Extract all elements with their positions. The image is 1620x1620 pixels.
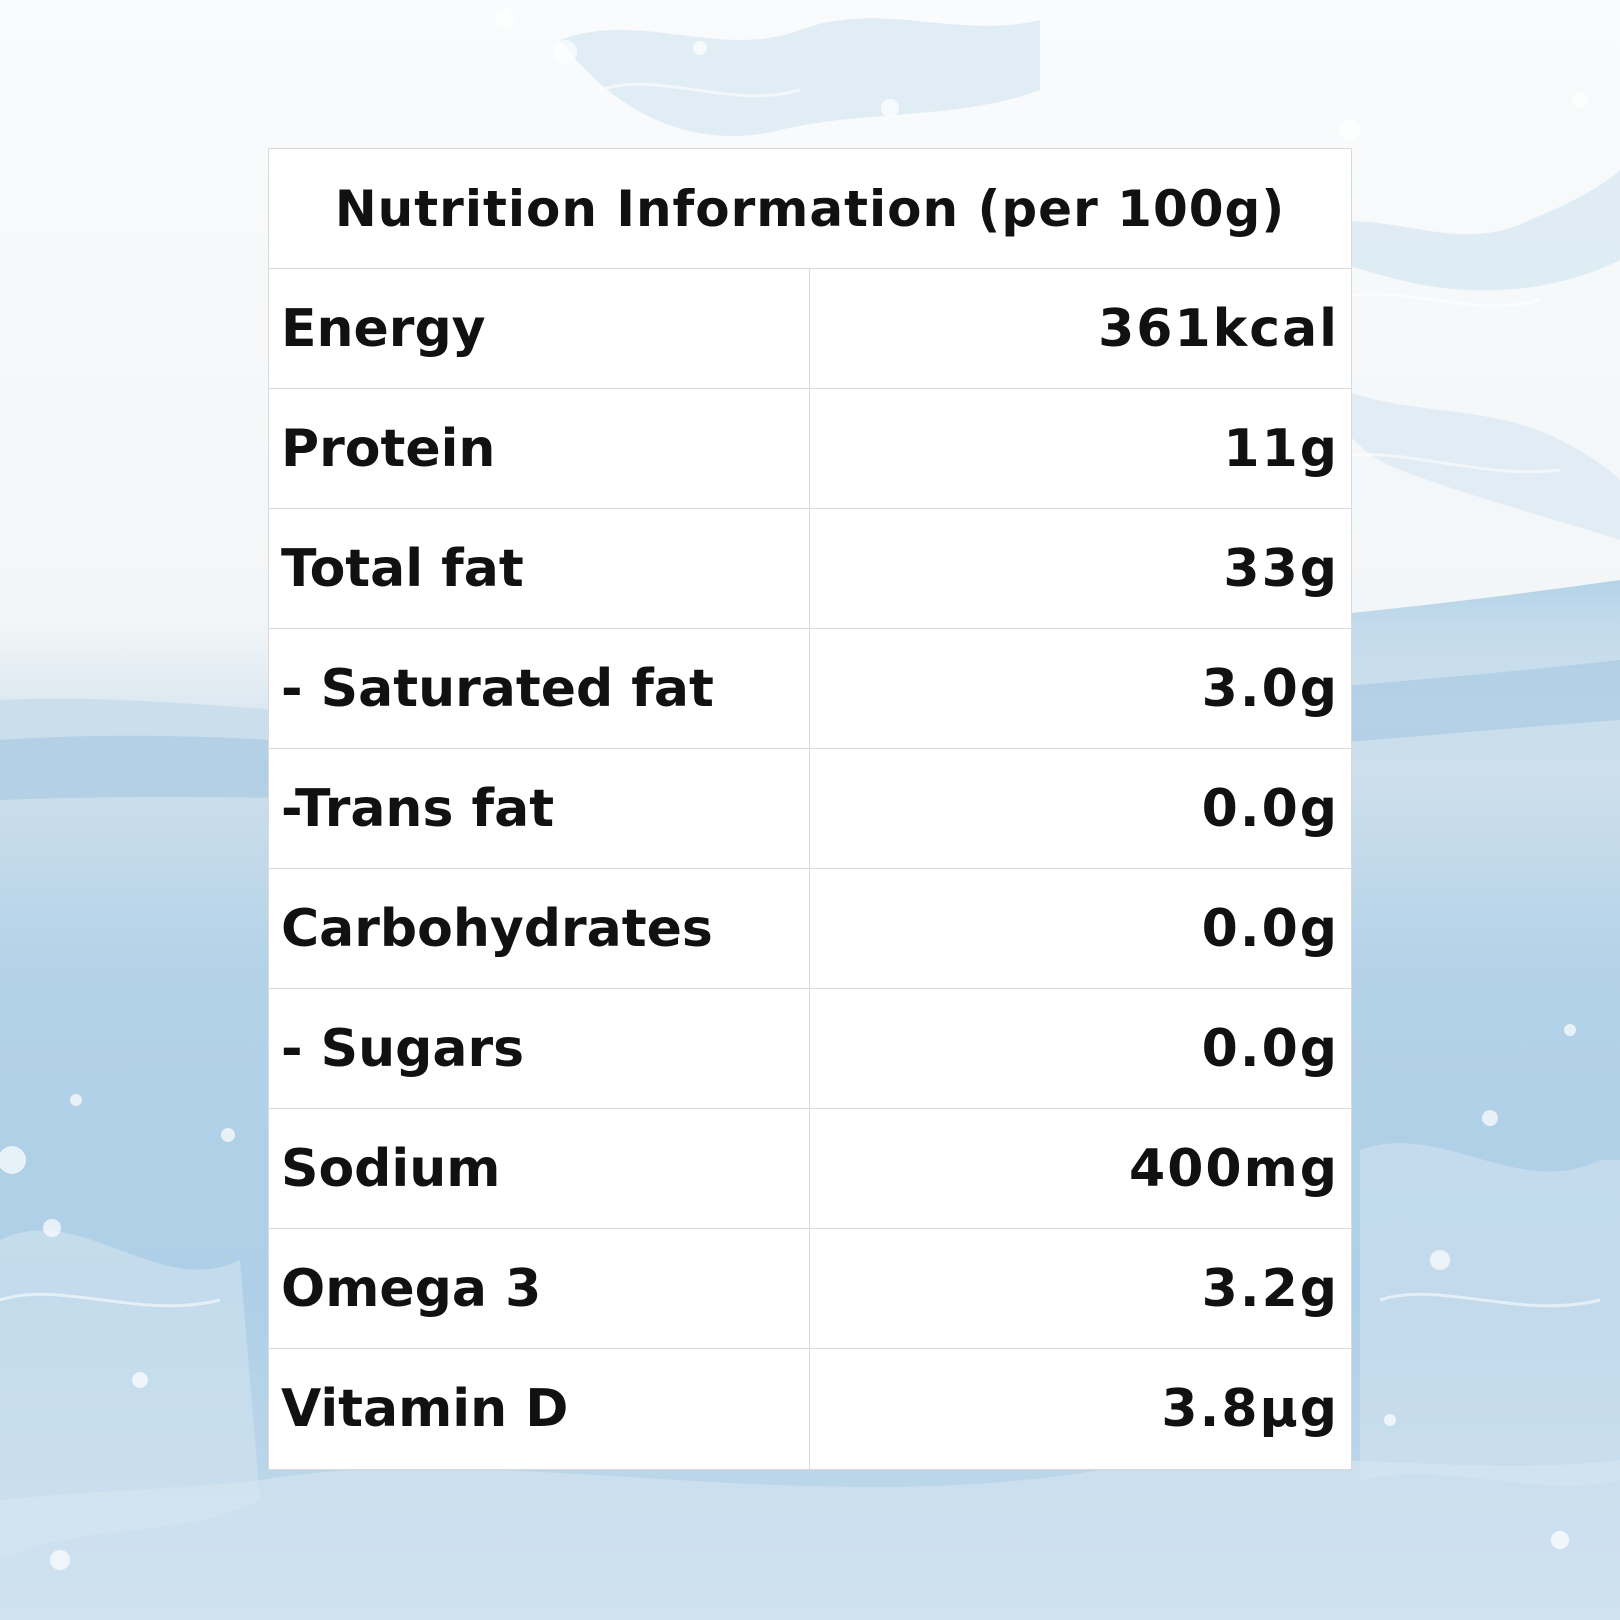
nutrient-name: -Trans fat — [269, 749, 810, 868]
table-title: Nutrition Information (per 100g) — [334, 179, 1286, 238]
table-row-vitamin-d: Vitamin D 3.8µg — [269, 1349, 1351, 1469]
table-row-sugars: - Sugars 0.0g — [269, 989, 1351, 1109]
nutrition-table: Nutrition Information (per 100g) Energy … — [268, 148, 1352, 1470]
nutrient-name: Total fat — [269, 509, 810, 628]
nutrient-value: 400mg — [1129, 1138, 1339, 1199]
nutrient-value: 11g — [1223, 418, 1339, 479]
nutrient-name: Protein — [269, 389, 810, 508]
nutrient-name: Omega 3 — [269, 1229, 810, 1348]
nutrient-value: 0.0g — [1201, 778, 1339, 839]
nutrient-name: Carbohydrates — [269, 869, 810, 988]
table-row-protein: Protein 11g — [269, 389, 1351, 509]
nutrient-name: - Saturated fat — [269, 629, 810, 748]
nutrient-value: 361kcal — [1098, 298, 1339, 359]
nutrient-name: - Sugars — [269, 989, 810, 1108]
nutrient-value: 33g — [1223, 538, 1339, 599]
nutrient-value: 3.8µg — [1161, 1379, 1339, 1439]
nutrient-value: 0.0g — [1201, 898, 1339, 959]
table-row-carbohydrates: Carbohydrates 0.0g — [269, 869, 1351, 989]
nutrient-value: 0.0g — [1201, 1018, 1339, 1079]
table-row-omega-3: Omega 3 3.2g — [269, 1229, 1351, 1349]
table-row-sodium: Sodium 400mg — [269, 1109, 1351, 1229]
table-row-saturated-fat: - Saturated fat 3.0g — [269, 629, 1351, 749]
table-header: Nutrition Information (per 100g) — [269, 149, 1351, 269]
nutrient-name: Vitamin D — [269, 1349, 810, 1469]
table-row-energy: Energy 361kcal — [269, 269, 1351, 389]
nutrient-value: 3.2g — [1201, 1258, 1339, 1319]
table-row-total-fat: Total fat 33g — [269, 509, 1351, 629]
table-row-trans-fat: -Trans fat 0.0g — [269, 749, 1351, 869]
nutrient-value: 3.0g — [1201, 658, 1339, 719]
nutrient-name: Energy — [269, 269, 810, 388]
nutrient-name: Sodium — [269, 1109, 810, 1228]
